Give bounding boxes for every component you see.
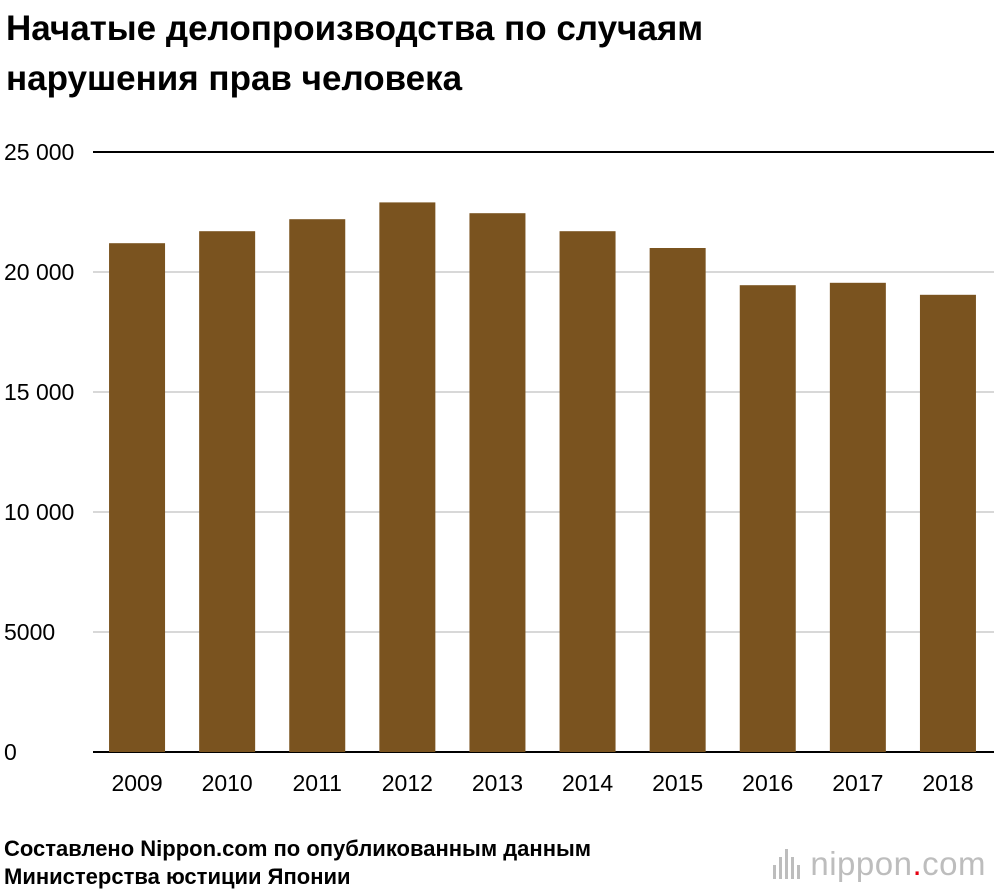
chart-title-line-2: нарушения прав человека bbox=[6, 59, 463, 98]
bar-2011 bbox=[289, 219, 346, 752]
y-tick-label: 15 000 bbox=[4, 379, 74, 405]
logo-name: nippon bbox=[810, 845, 913, 882]
bar-2016 bbox=[739, 285, 796, 752]
logo-bars-icon bbox=[773, 849, 801, 879]
x-tick-label: 2014 bbox=[562, 770, 613, 796]
x-tick-label: 2013 bbox=[472, 770, 523, 796]
source-line-2: Министерства юстиции Японии bbox=[4, 864, 351, 889]
x-tick-label: 2017 bbox=[832, 770, 883, 796]
nippon-logo: nippon.com bbox=[773, 842, 986, 886]
bar-2017 bbox=[829, 282, 886, 752]
y-tick-label: 25 000 bbox=[4, 139, 74, 165]
bar-chart: 0 5000 10 000 15 000 20 000 25 000 2009 2010 201… bbox=[4, 139, 994, 796]
x-tick-label: 2011 bbox=[293, 770, 342, 796]
x-tick-label: 2015 bbox=[652, 770, 703, 796]
bar-2018 bbox=[919, 294, 976, 752]
chart-title-line-1: Начатые делопроизводства по случаям bbox=[6, 9, 704, 48]
logo-suffix: com bbox=[922, 845, 986, 882]
bar-2009 bbox=[109, 243, 166, 752]
y-tick-label: 5000 bbox=[4, 619, 55, 645]
logo-dot: . bbox=[912, 845, 923, 882]
x-tick-label: 2016 bbox=[742, 770, 793, 796]
y-tick-label: 10 000 bbox=[4, 499, 74, 525]
bar-2015 bbox=[649, 248, 706, 752]
x-tick-label: 2010 bbox=[202, 770, 253, 796]
source-note: Составлено Nippon.com по опубликованным … bbox=[4, 835, 591, 891]
bar-2013 bbox=[469, 213, 526, 752]
source-line-1: Составлено Nippon.com по опубликованным … bbox=[4, 836, 592, 861]
logo-wordmark: nippon.com bbox=[810, 845, 986, 883]
bar-2014 bbox=[559, 231, 616, 752]
y-tick-label: 0 bbox=[4, 739, 17, 765]
bar-2012 bbox=[379, 202, 436, 752]
x-tick-label: 2009 bbox=[111, 770, 162, 796]
bar-2010 bbox=[199, 231, 256, 752]
y-tick-label: 20 000 bbox=[4, 259, 74, 285]
chart-title: Начатые делопроизводства по случаям нару… bbox=[6, 4, 986, 104]
x-tick-label: 2018 bbox=[922, 770, 973, 796]
x-tick-label: 2012 bbox=[382, 770, 433, 796]
